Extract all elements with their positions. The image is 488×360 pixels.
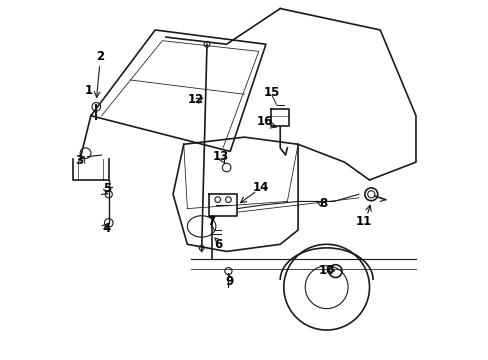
Text: 10: 10 — [318, 264, 334, 276]
Text: 8: 8 — [318, 197, 326, 210]
Text: 5: 5 — [102, 183, 111, 195]
Text: 13: 13 — [213, 150, 229, 163]
Text: 14: 14 — [252, 181, 268, 194]
Text: 7: 7 — [207, 215, 215, 228]
Text: 6: 6 — [214, 238, 223, 251]
Text: 3: 3 — [75, 154, 83, 167]
Text: 15: 15 — [264, 86, 280, 99]
Text: 16: 16 — [257, 114, 273, 127]
Text: 4: 4 — [102, 222, 111, 235]
Text: 11: 11 — [355, 215, 371, 228]
Text: 12: 12 — [188, 93, 204, 106]
Text: 2: 2 — [96, 50, 103, 63]
Text: 9: 9 — [225, 275, 233, 288]
Text: 1: 1 — [85, 84, 93, 97]
